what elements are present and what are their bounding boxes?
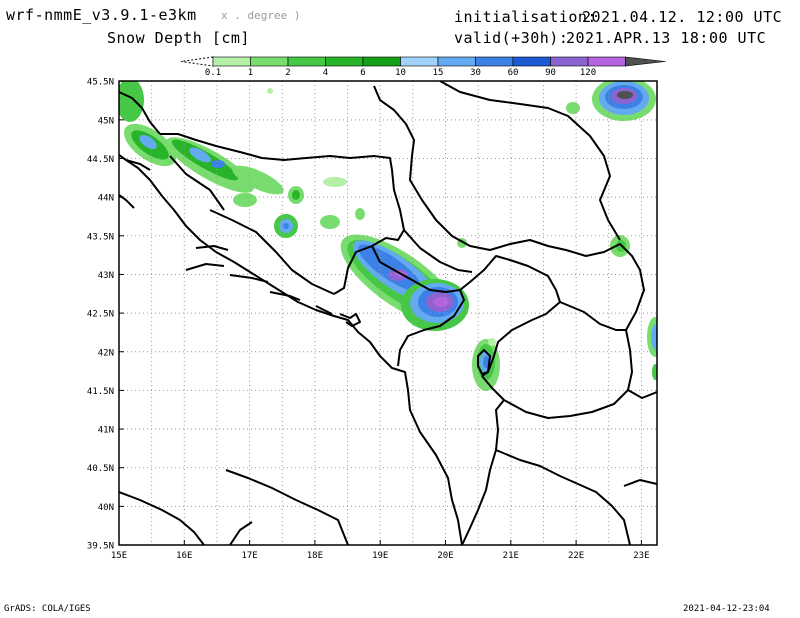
latitude-label: 41N xyxy=(98,426,114,436)
latitude-label: 40.5N xyxy=(87,464,114,474)
latitude-labels: 45.5N 45N 44.5N 44N 43.5N 43N 42.5N 42N 41.5N 41N… xyxy=(87,78,124,552)
latitude-label: 45.5N xyxy=(87,78,114,88)
latitude-label: 43N xyxy=(98,271,114,281)
longitude-label: 18E xyxy=(307,551,323,561)
latitude-label: 43.5N xyxy=(87,232,114,242)
latitude-label: 41.5N xyxy=(87,387,114,397)
coastlines-borders xyxy=(119,81,657,545)
field-title: Snow Depth [cm] xyxy=(107,29,250,47)
latitude-label: 42.5N xyxy=(87,310,114,320)
longitude-label: 21E xyxy=(503,551,519,561)
latitude-label: 44.5N xyxy=(87,155,114,165)
longitude-label: 23E xyxy=(633,551,649,561)
longitude-label: 20E xyxy=(437,551,453,561)
latitude-label: 45N xyxy=(98,116,114,126)
timestamp-text: 2021-04-12-23:04 xyxy=(683,604,770,614)
longitude-labels: 15E 16E 17E 18E 19E 20E 21E 22E 23E xyxy=(111,540,650,561)
longitude-label: 15E xyxy=(111,551,127,561)
longitude-label: 16E xyxy=(176,551,192,561)
model-title: wrf-nmmE_v3.9.1-e3km xyxy=(6,6,197,24)
valid-label: valid(+30h): xyxy=(454,29,569,47)
valid-value: 2021.APR.13 18:00 UTC xyxy=(566,29,767,47)
longitude-label: 22E xyxy=(568,551,584,561)
latitude-label: 44N xyxy=(98,194,114,204)
snow-depth-field xyxy=(119,81,657,391)
longitude-label: 17E xyxy=(241,551,257,561)
latitude-label: 42N xyxy=(98,348,114,358)
projection-note: x . degree ) xyxy=(221,9,301,22)
credit-text: GrADS: COLA/IGES xyxy=(4,604,91,614)
init-value: 2021.04.12. 12:00 UTC xyxy=(582,8,783,26)
latitude-label: 39.5N xyxy=(87,542,114,552)
longitude-label: 19E xyxy=(372,551,388,561)
latitude-label: 40N xyxy=(98,503,114,513)
init-label: initialisation: xyxy=(454,8,597,26)
